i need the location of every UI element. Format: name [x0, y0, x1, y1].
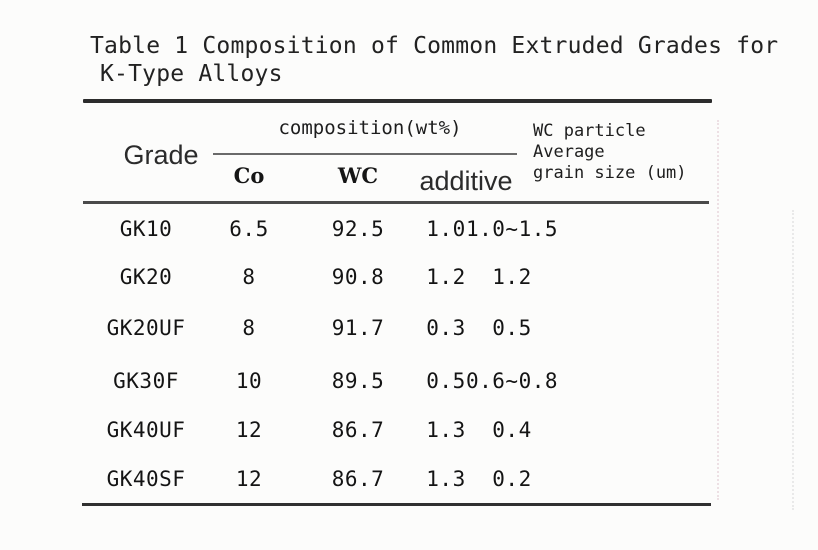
- cell-additive: 1.3: [426, 418, 466, 442]
- header-bottom-rule: [83, 201, 709, 204]
- table-top-rule: [83, 99, 712, 103]
- column-header-grade: Grade: [123, 140, 199, 170]
- table-row: GK40UF 12 86.7 1.3 0.4: [0, 417, 818, 443]
- table-caption-line1: Table 1 Composition of Common Extruded G…: [90, 33, 779, 59]
- cell-grain-size: 0.5: [492, 316, 532, 340]
- table-row: GK40SF 12 86.7 1.3 0.2: [0, 466, 818, 492]
- grain-header-line1: WC particle: [533, 121, 646, 141]
- cell-grade: GK30F: [113, 369, 179, 393]
- table-row: GK10 6.5 92.5 1.0 1.0~1.5: [0, 216, 818, 242]
- cell-grade: GK20UF: [106, 316, 186, 340]
- column-group-header-composition: composition(wt%): [278, 117, 462, 139]
- cell-co: 12: [235, 418, 263, 442]
- cell-wc: 92.5: [331, 217, 385, 241]
- cell-co: 12: [235, 467, 263, 491]
- grain-header-line2: Average: [533, 142, 605, 162]
- cell-grade: GK20: [119, 265, 173, 289]
- cell-grade: GK40SF: [106, 467, 186, 491]
- scan-artifact-dotted-line: [717, 120, 719, 500]
- grain-header-line3: grain size (um): [533, 163, 687, 183]
- cell-grain-size: 1.2: [492, 265, 532, 289]
- cell-wc: 89.5: [331, 369, 385, 393]
- cell-grain-size: 0.4: [492, 418, 532, 442]
- cell-wc: 86.7: [331, 467, 385, 491]
- table-caption-line2: K-Type Alloys: [100, 61, 283, 87]
- cell-additive: 1.2: [426, 265, 466, 289]
- cell-co: 6.5: [229, 217, 269, 241]
- table-bottom-rule: [82, 503, 711, 506]
- cell-additive: 1.3: [426, 467, 466, 491]
- column-header-co: Co: [233, 163, 265, 188]
- cell-grade: GK40UF: [106, 418, 186, 442]
- cell-co: 8: [242, 316, 256, 340]
- cell-wc: 91.7: [331, 316, 385, 340]
- cell-co: 8: [242, 265, 256, 289]
- column-header-additive: additive: [419, 166, 513, 196]
- table-row: GK30F 10 89.5 0.5 0.6~0.8: [0, 368, 818, 394]
- scan-artifact-dotted-line: [792, 210, 794, 510]
- cell-grade: GK10: [119, 217, 173, 241]
- column-header-wc: WC: [337, 163, 379, 188]
- composition-group-underline: [213, 153, 517, 155]
- cell-grain-size: 1.0~1.5: [465, 217, 559, 241]
- cell-additive: 0.3: [426, 316, 466, 340]
- cell-additive: 0.5: [426, 369, 466, 393]
- table-row: GK20UF 8 91.7 0.3 0.5: [0, 315, 818, 341]
- column-header-grain-size: WC particle Average grain size (um): [533, 121, 687, 184]
- cell-additive: 1.0: [426, 217, 466, 241]
- cell-wc: 90.8: [331, 265, 385, 289]
- table-row: GK20 8 90.8 1.2 1.2: [0, 264, 818, 290]
- table-caption: Table 1 Composition of Common Extruded G…: [90, 32, 778, 88]
- cell-grain-size: 0.6~0.8: [465, 369, 559, 393]
- cell-grain-size: 0.2: [492, 467, 532, 491]
- cell-wc: 86.7: [331, 418, 385, 442]
- cell-co: 10: [235, 369, 263, 393]
